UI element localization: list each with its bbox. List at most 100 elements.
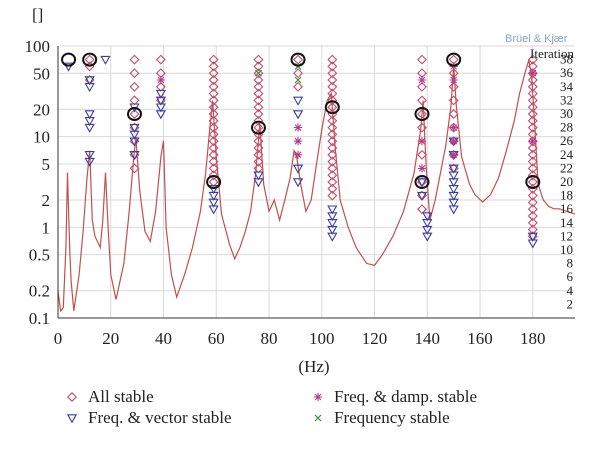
all-stable-marker: [208, 54, 219, 65]
all-stable-marker: [417, 122, 427, 133]
all-stable-marker: [527, 109, 538, 119]
freq-vector-stable-marker: [292, 96, 304, 106]
all-stable-marker: [327, 170, 338, 181]
all-stable-marker: [417, 149, 427, 160]
axes: 0 20 40 60 80 100 120 140 160 1800.10.20.51251020…: [25, 37, 575, 348]
all-stable-marker: [417, 109, 427, 119]
freq-damp-stable-marker: [293, 123, 303, 132]
all-stable-marker: [129, 163, 140, 174]
selected-pole-circle: [525, 175, 541, 189]
all-stable-marker: [327, 115, 338, 126]
all-stable-marker: [253, 115, 264, 126]
all-stable-marker: [253, 143, 264, 153]
y2-tick-label: 30: [560, 106, 573, 121]
legend-label: Freq. & damp. stable: [334, 387, 477, 406]
legend-label: Frequency stable: [334, 408, 450, 427]
all-stable-marker: [129, 81, 140, 92]
selected-pole-circle: [126, 107, 142, 121]
all-stable-marker: [129, 68, 140, 79]
y2-tick-label: 28: [560, 120, 573, 135]
freq-vector-stable-marker: [448, 164, 459, 174]
all-stable-marker: [327, 143, 338, 153]
freq-vector-stable-marker: [527, 232, 538, 242]
all-stable-marker: [208, 109, 219, 119]
y2-tick-label: 22: [560, 160, 573, 175]
all-stable-marker: [327, 95, 338, 106]
all-stable-marker: [527, 197, 538, 208]
y-tick-label: 20: [33, 100, 50, 119]
y2-tick-label: 2: [567, 296, 574, 311]
y-axis-label: []: [32, 5, 43, 24]
all-stable-marker: [527, 95, 538, 106]
all-stable-marker: [208, 75, 219, 85]
all-stable-marker: [155, 81, 166, 92]
x-tick-label: 180: [520, 329, 546, 348]
x-tick-label: 20: [102, 329, 119, 348]
freq-vector-stable-marker: [84, 110, 95, 120]
all-stable-marker: [253, 95, 264, 106]
all-stable-marker: [293, 81, 304, 92]
all-stable-marker: [527, 115, 538, 126]
all-stable-marker: [527, 204, 538, 215]
all-stable-marker: [327, 68, 338, 79]
freq-vector-stable-marker: [208, 185, 219, 195]
all-stable-marker: [208, 88, 219, 99]
all-stable-marker: [208, 136, 219, 147]
freq-vector-stable-marker: [327, 205, 338, 215]
y2-tick-label: 38: [560, 52, 573, 67]
all-stable-marker: [208, 68, 219, 79]
all-stable-marker: [253, 81, 264, 92]
x-tick-label: 140: [415, 329, 441, 348]
freq-vector-stable-marker: [292, 164, 304, 174]
selected-pole-circle: [414, 107, 430, 121]
legend-label: All stable: [88, 387, 154, 406]
all-stable-marker: [527, 211, 538, 221]
freq-vector-stable-marker: [422, 212, 433, 222]
all-stable-marker: [327, 129, 338, 140]
all-stable-marker: [448, 95, 459, 106]
y-tick-label: 0.5: [29, 246, 50, 265]
all-stable-marker: [155, 54, 166, 65]
all-stable-marker: [327, 163, 338, 174]
all-stable-marker: [527, 190, 538, 201]
all-stable-marker: [327, 88, 338, 99]
all-stable-marker: [208, 143, 219, 153]
all-stable-marker: [327, 54, 338, 65]
all-stable-marker: [527, 81, 538, 92]
all-stable-marker: [208, 163, 219, 174]
all-stable-marker: [208, 129, 219, 140]
frequency-stable-marker: [255, 69, 262, 77]
freq-vector-stable-marker: [416, 191, 428, 201]
y-tick-label: 1: [42, 218, 51, 237]
all-stable-marker: [253, 149, 264, 160]
y-tick-label: 5: [42, 155, 51, 174]
all-stable-marker: [327, 122, 338, 133]
y2-tick-label: 18: [560, 188, 573, 203]
all-stable-legend-symbol: [67, 392, 77, 402]
selected-pole-circle: [414, 175, 430, 189]
y-tick-label: 100: [25, 37, 51, 56]
all-stable-marker: [527, 143, 538, 153]
all-stable-marker: [448, 81, 459, 92]
x-tick-label: 80: [261, 329, 278, 348]
y2-tick-label: 32: [560, 92, 573, 107]
all-stable-marker: [417, 81, 427, 92]
freq-damp-stable-marker: [449, 123, 458, 132]
selected-pole-circle: [446, 52, 462, 67]
all-stable-marker: [527, 102, 538, 113]
all-stable-marker: [527, 88, 538, 99]
freq-vector-stable-marker: [416, 178, 428, 188]
all-stable-marker: [293, 54, 304, 65]
freq-vector-stable-marker: [292, 110, 304, 120]
freq-damp-stable-marker: [449, 75, 458, 85]
y2-tick-label: 34: [560, 79, 574, 94]
legend: All stable Freq. & vector stable Freq. & d…: [66, 387, 477, 427]
frequency-stable-legend-symbol: [314, 414, 322, 422]
y2-tick-label: 20: [560, 174, 573, 189]
x-tick-label: 40: [155, 329, 172, 348]
all-stable-marker: [253, 61, 264, 72]
freq-vector-stable-marker: [155, 89, 167, 99]
all-stable-marker: [327, 61, 338, 72]
